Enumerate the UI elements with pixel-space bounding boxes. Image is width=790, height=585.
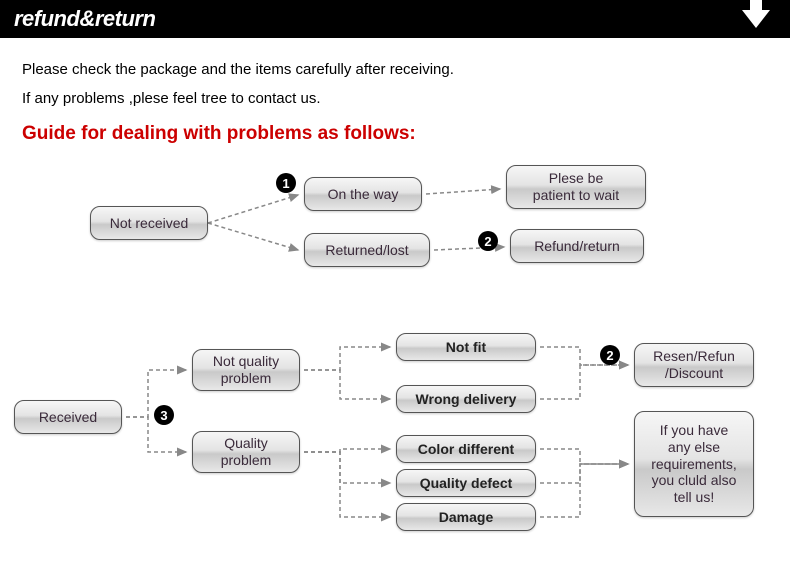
badge-b1: 1	[276, 173, 296, 193]
header-title: refund&return	[14, 6, 155, 32]
flowchart-canvas: Not received On the way Returned/lost Plese…	[0, 153, 790, 583]
intro-line-2: If any problems ,plese feel tree to cont…	[22, 85, 768, 114]
guide-title: Guide for dealing with problems as follo…	[0, 119, 790, 153]
node-returned-lost: Returned/lost	[304, 233, 430, 267]
intro-text: Please check the package and the items c…	[0, 38, 790, 119]
node-on-the-way: On the way	[304, 177, 422, 211]
edge-wrong_delivery-to-resend_refund	[540, 365, 628, 399]
node-not-received: Not received	[90, 206, 208, 240]
node-not-quality: Not quality problem	[192, 349, 300, 391]
edge-quality-to-color_diff	[304, 449, 390, 452]
node-damage: Damage	[396, 503, 536, 531]
node-refund-return: Refund/return	[510, 229, 644, 263]
node-resend-refund: Resen/Refun /Discount	[634, 343, 754, 387]
badge-b3: 3	[154, 405, 174, 425]
node-color-diff: Color different	[396, 435, 536, 463]
node-quality-defect: Quality defect	[396, 469, 536, 497]
node-quality: Quality problem	[192, 431, 300, 473]
header-bar: refund&return	[0, 0, 790, 38]
intro-line-1: Please check the package and the items c…	[22, 56, 768, 85]
node-patient-wait: Plese be patient to wait	[506, 165, 646, 209]
edge-not_received-to-on_the_way	[208, 195, 298, 223]
badge-b4: 2	[600, 345, 620, 365]
edge-not_quality-to-wrong_delivery	[304, 370, 390, 399]
edge-damage-to-tell_us	[540, 464, 628, 517]
node-tell-us: If you have any else requirements, you c…	[634, 411, 754, 517]
edge-received-to-quality	[126, 417, 186, 452]
badge-b2: 2	[478, 231, 498, 251]
edge-quality_defect-to-tell_us	[540, 464, 628, 483]
edge-not_quality-to-not_fit	[304, 347, 390, 370]
node-not-fit: Not fit	[396, 333, 536, 361]
edge-not_received-to-returned_lost	[208, 223, 298, 250]
edge-quality-to-quality_defect	[304, 452, 390, 483]
edge-on_the_way-to-patient_wait	[426, 189, 500, 194]
down-arrow-icon	[742, 10, 770, 28]
node-wrong-delivery: Wrong delivery	[396, 385, 536, 413]
node-received: Received	[14, 400, 122, 434]
edge-color_diff-to-tell_us	[540, 449, 628, 464]
edge-quality-to-damage	[304, 452, 390, 517]
